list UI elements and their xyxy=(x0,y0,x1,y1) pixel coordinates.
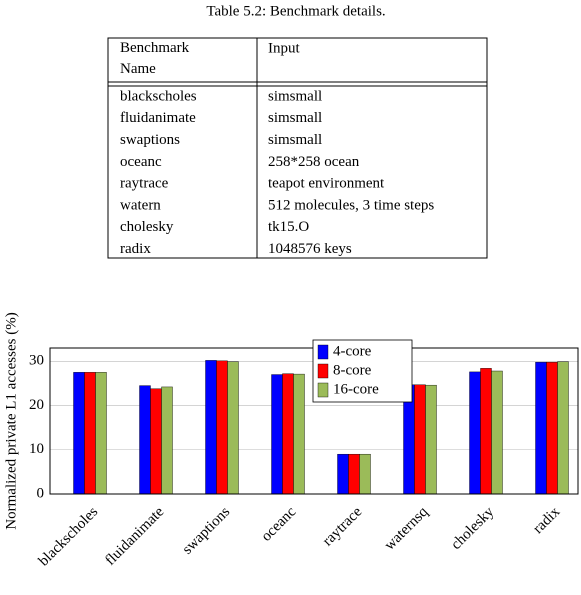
legend-label: 8-core xyxy=(333,362,372,378)
bar xyxy=(84,372,96,495)
table-cell: 512 molecules, 3 time steps xyxy=(268,197,434,213)
x-tick-label: waternsq xyxy=(382,504,432,554)
bar xyxy=(414,384,426,495)
table-cell: cholesky xyxy=(120,219,174,235)
bar xyxy=(337,453,349,495)
table-cell: blackscholes xyxy=(120,88,197,104)
table-header: Benchmark Name xyxy=(120,40,190,77)
bar xyxy=(95,372,107,495)
y-tick-label: 20 xyxy=(29,397,44,413)
y-axis-label: Normalized private L1 accesses (%) xyxy=(3,312,19,529)
bar xyxy=(139,385,151,495)
table-cell: swaptions xyxy=(120,132,180,148)
bar xyxy=(73,372,85,495)
bar xyxy=(425,384,437,495)
table-cell: 1048576 keys xyxy=(268,241,352,257)
bar xyxy=(557,361,569,495)
bar xyxy=(293,373,305,495)
table-cell: tk15.O xyxy=(268,219,309,235)
table-cell: teapot environment xyxy=(268,176,385,192)
table-caption: Table 5.2: Benchmark details. xyxy=(206,3,385,19)
legend-label: 16-core xyxy=(333,381,379,397)
table-cell: simsmall xyxy=(268,88,322,104)
bar xyxy=(535,361,547,495)
table-cell: simsmall xyxy=(268,110,322,126)
bar xyxy=(348,453,360,495)
bar xyxy=(150,388,162,495)
table-cell: radix xyxy=(120,241,151,257)
y-tick-label: 30 xyxy=(29,353,44,369)
bar xyxy=(546,361,558,495)
table-cell: watern xyxy=(120,197,161,213)
x-tick-label: raytrace xyxy=(320,504,366,550)
table-cell: simsmall xyxy=(268,132,322,148)
table-frame xyxy=(107,37,488,259)
legend-label: 4-core xyxy=(333,343,372,359)
table-header: Input xyxy=(268,40,300,56)
y-tick-label: 10 xyxy=(29,441,44,457)
table-cell: fluidanimate xyxy=(120,110,196,126)
table-cell: oceanc xyxy=(120,154,162,170)
bar xyxy=(227,361,239,495)
x-tick-label: cholesky xyxy=(448,504,497,553)
bar xyxy=(359,453,371,495)
bar xyxy=(491,370,503,495)
x-tick-label: swaptions xyxy=(180,504,234,558)
x-tick-label: blackscholes xyxy=(36,504,102,570)
legend-box xyxy=(312,339,413,403)
table-cell: 258*258 ocean xyxy=(268,154,360,170)
table-cell: raytrace xyxy=(120,176,169,192)
bar xyxy=(161,386,173,495)
bar xyxy=(282,373,294,495)
bar xyxy=(469,371,481,495)
bar xyxy=(480,368,492,495)
x-tick-label: radix xyxy=(530,504,563,537)
x-tick-label: fluidanimate xyxy=(102,504,167,569)
legend-swatch xyxy=(317,382,329,398)
legend-swatch xyxy=(317,344,329,360)
x-tick-label: oceanc xyxy=(259,504,300,545)
bar xyxy=(216,360,228,495)
legend-swatch xyxy=(317,363,329,379)
y-tick-label: 0 xyxy=(37,485,45,501)
bar xyxy=(205,360,217,495)
bar xyxy=(271,374,283,495)
